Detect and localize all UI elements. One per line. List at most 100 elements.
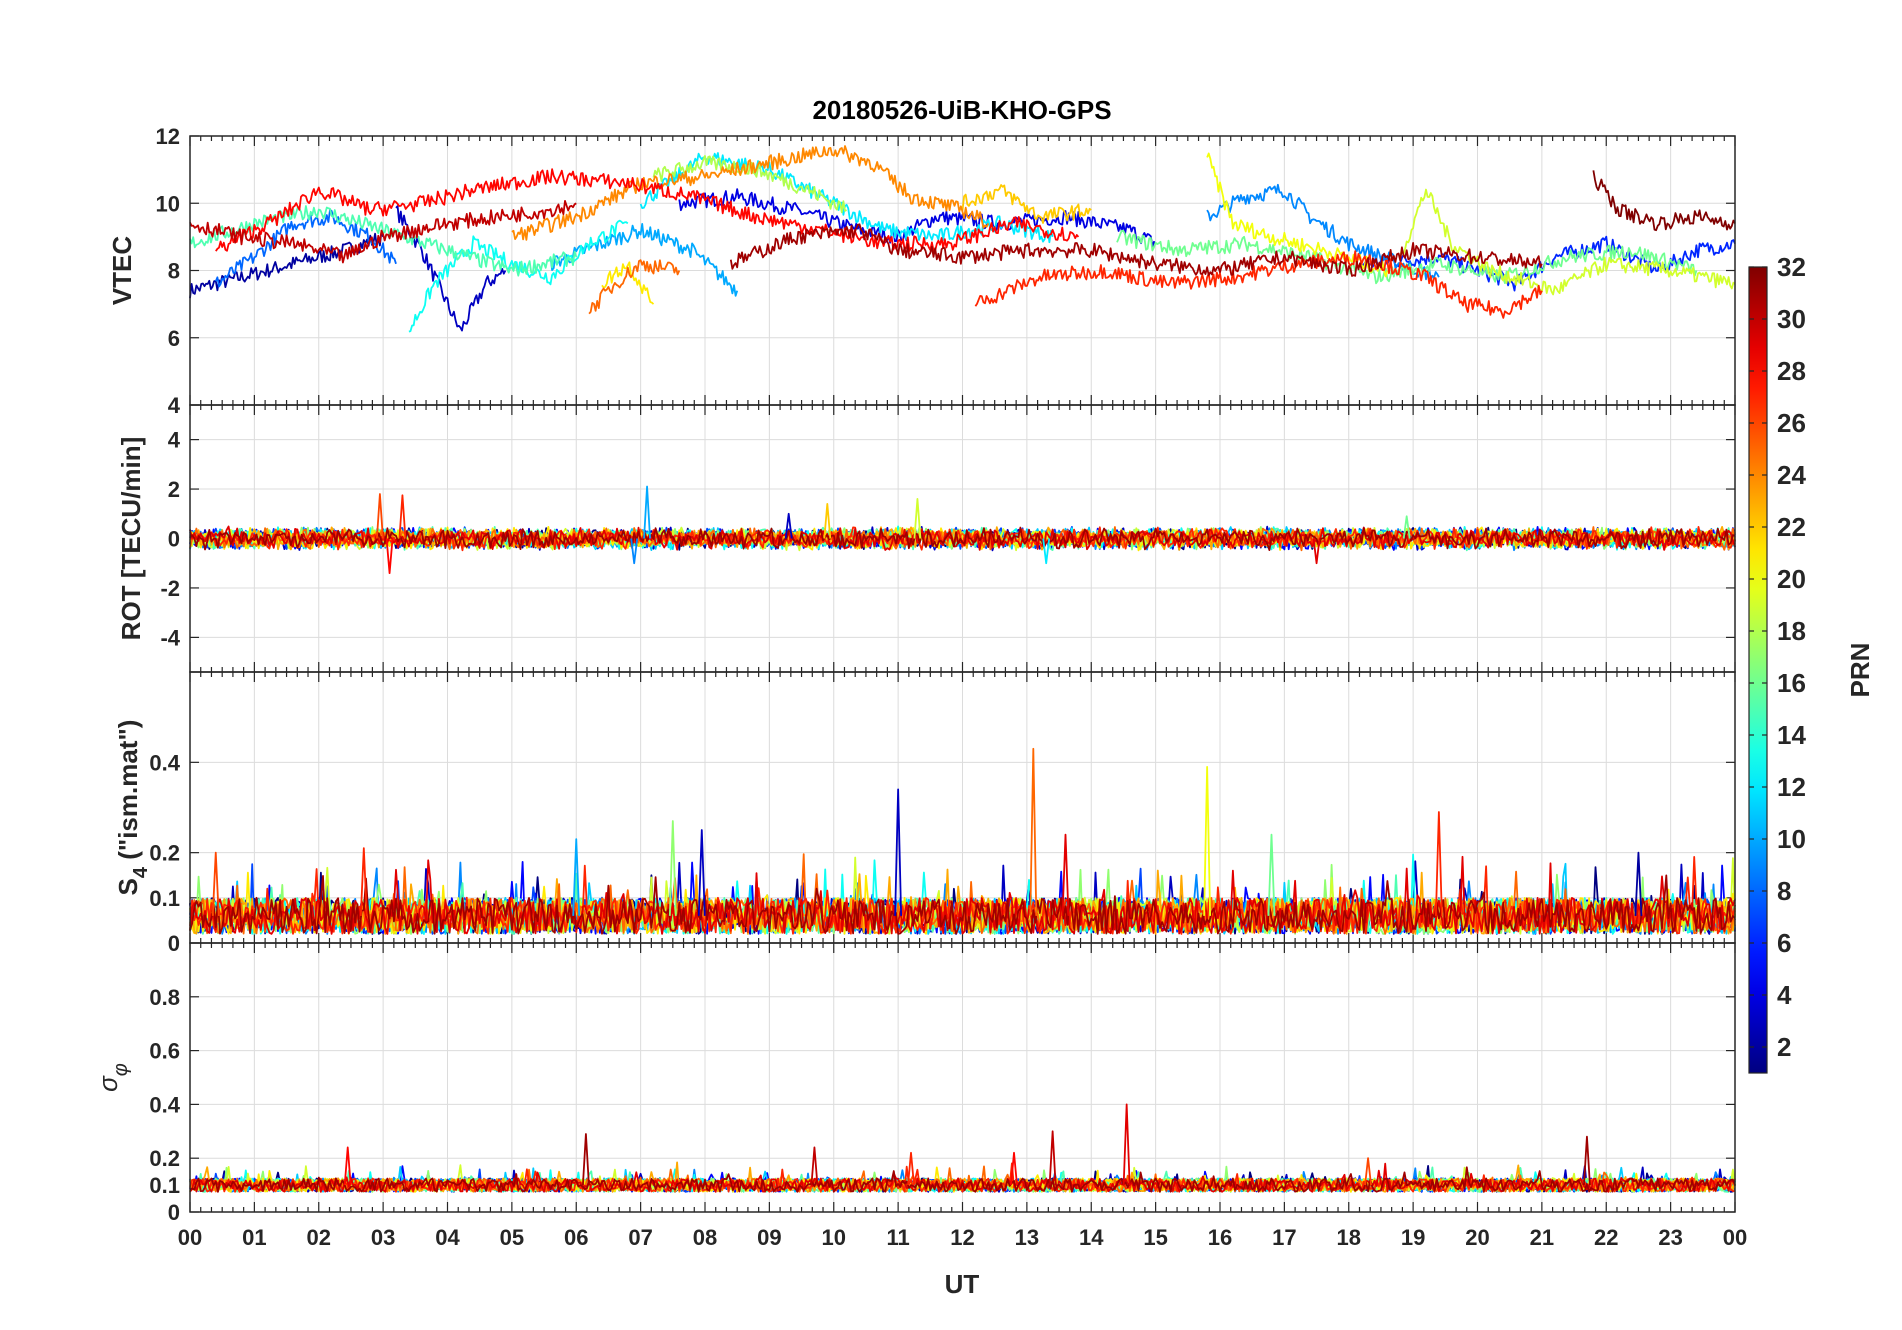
- spike-prn-19: [913, 498, 922, 539]
- colorbar-tick-label: 18: [1777, 616, 1806, 646]
- spike-prn-2: [1634, 851, 1643, 916]
- spike-prn-16: [1267, 833, 1276, 916]
- spike-prn-27: [907, 1151, 915, 1186]
- x-tick-label: 19: [1401, 1225, 1425, 1250]
- y-tick-label: 0.4: [149, 1092, 180, 1117]
- y-axis-label: VTEC: [107, 236, 137, 306]
- y-axis-label-rest: ("ism.mat"): [113, 720, 143, 867]
- series-prn-31: [729, 223, 1543, 277]
- y-tick-label: -2: [160, 576, 180, 601]
- y-tick-label: 6: [168, 326, 180, 351]
- spike-prn-31: [1583, 1135, 1591, 1186]
- colorbar-tick-label: 30: [1777, 304, 1806, 334]
- x-tick-label: 16: [1208, 1225, 1232, 1250]
- y-tick-label: -4: [160, 625, 180, 650]
- series-prn-16: [1116, 229, 1698, 285]
- y-tick-label: 0: [168, 527, 180, 552]
- colorbar-tick-label: 2: [1777, 1032, 1791, 1062]
- series-prn-31: [189, 874, 1736, 935]
- x-tick-label: 01: [242, 1225, 266, 1250]
- series-prn-12: [639, 152, 1054, 244]
- y-tick-label: 0: [168, 1200, 180, 1225]
- x-tick-label: 22: [1594, 1225, 1618, 1250]
- spike-prn-31: [582, 1133, 590, 1186]
- spike-prn-17: [668, 820, 677, 916]
- spike-prn-26: [1364, 1157, 1372, 1186]
- spike-prn-27: [1434, 811, 1443, 916]
- panel-vtec: 4 6 8 10 12 VTEC: [107, 124, 1736, 418]
- spike-prn-26: [376, 493, 384, 539]
- x-tick-label: 23: [1658, 1225, 1682, 1250]
- spike-prn-3: [784, 512, 793, 539]
- colorbar-tick-label: 32: [1777, 252, 1806, 282]
- x-tick-label: 13: [1015, 1225, 1039, 1250]
- series-prn-32: [1592, 170, 1736, 232]
- y-axis-label-main: σ: [93, 1075, 123, 1092]
- colorbar-tick-label: 12: [1777, 772, 1806, 802]
- y-tick-label: 8: [168, 259, 180, 284]
- x-tick-label: 00: [1723, 1225, 1747, 1250]
- colorbar-tick-label: 24: [1777, 460, 1806, 490]
- spike-prn-29: [1312, 538, 1321, 565]
- x-tick-label: 12: [950, 1225, 974, 1250]
- series-prn-30: [189, 199, 577, 264]
- x-tick-label: 20: [1465, 1225, 1489, 1250]
- spike-prn-3: [697, 829, 706, 916]
- x-tick-label: 05: [500, 1225, 524, 1250]
- y-axis-label: S4 ("ism.mat"): [113, 720, 152, 896]
- colorbar-tick-label: 28: [1777, 356, 1806, 386]
- colorbar-label: PRN: [1845, 643, 1875, 698]
- x-tick-label: 21: [1530, 1225, 1554, 1250]
- spike-prn-29: [1122, 1103, 1131, 1186]
- spike-prn-10: [643, 485, 651, 539]
- y-tick-label: 10: [156, 191, 180, 216]
- spike-prn-30: [1048, 1130, 1057, 1186]
- x-tick-label: 10: [822, 1225, 846, 1250]
- x-tick-label: 14: [1079, 1225, 1104, 1250]
- series-prn-25: [189, 526, 1736, 552]
- series-prn-8: [214, 208, 397, 288]
- x-tick-label: 08: [693, 1225, 717, 1250]
- spike-prn-27: [398, 494, 407, 539]
- colorbar-tick-label: 20: [1777, 564, 1806, 594]
- series-prn-2: [189, 230, 384, 299]
- y-tick-label: 0.1: [149, 1173, 180, 1198]
- y-tick-label: 0.2: [149, 1146, 180, 1171]
- series-prn-27: [974, 250, 1543, 319]
- chart-title: 20180526-UiB-KHO-GPS: [812, 95, 1111, 125]
- colorbar-tick-label: 4: [1777, 980, 1792, 1010]
- y-axis-label-sub: 4: [130, 866, 152, 878]
- y-tick-label: 4: [168, 428, 181, 453]
- x-axis-label: UT: [945, 1269, 980, 1299]
- series-prn-22: [961, 184, 1092, 224]
- colorbar-tick-label: 16: [1777, 668, 1806, 698]
- x-tick-label: 18: [1337, 1225, 1361, 1250]
- y-tick-label: 0: [168, 931, 180, 956]
- spike-prn-20: [1203, 765, 1212, 916]
- spike-prn-27: [359, 847, 368, 916]
- spike-prn-26: [211, 851, 220, 916]
- y-axis-label: ROT [TECU/min]: [116, 437, 146, 641]
- panel-rot: -4 -2 0 2 4 ROT [TECU/min]: [116, 404, 1736, 673]
- series-prn-31: [189, 526, 1736, 551]
- series-prn-31: [189, 1166, 1736, 1193]
- spike-prn-28: [1010, 1151, 1018, 1186]
- x-tick-label: 09: [757, 1225, 781, 1250]
- colorbar-tick-label: 8: [1777, 876, 1791, 906]
- series-prn-21: [601, 261, 655, 305]
- x-tick-label: 02: [307, 1225, 331, 1250]
- spike-prn-29: [1061, 833, 1070, 916]
- y-tick-label: 0.2: [149, 841, 180, 866]
- y-axis-label: σφ: [93, 1063, 132, 1092]
- x-tick-label: 04: [435, 1225, 460, 1250]
- y-tick-label: 12: [156, 124, 180, 149]
- spike-prn-28: [343, 1146, 352, 1186]
- series-prn-25: [588, 259, 681, 315]
- x-tick-label: 03: [371, 1225, 395, 1250]
- x-tick-label: 15: [1143, 1225, 1167, 1250]
- colorbar-tick-label: 26: [1777, 408, 1806, 438]
- panel-frame: [189, 942, 1736, 1213]
- spike-prn-12: [1042, 538, 1051, 565]
